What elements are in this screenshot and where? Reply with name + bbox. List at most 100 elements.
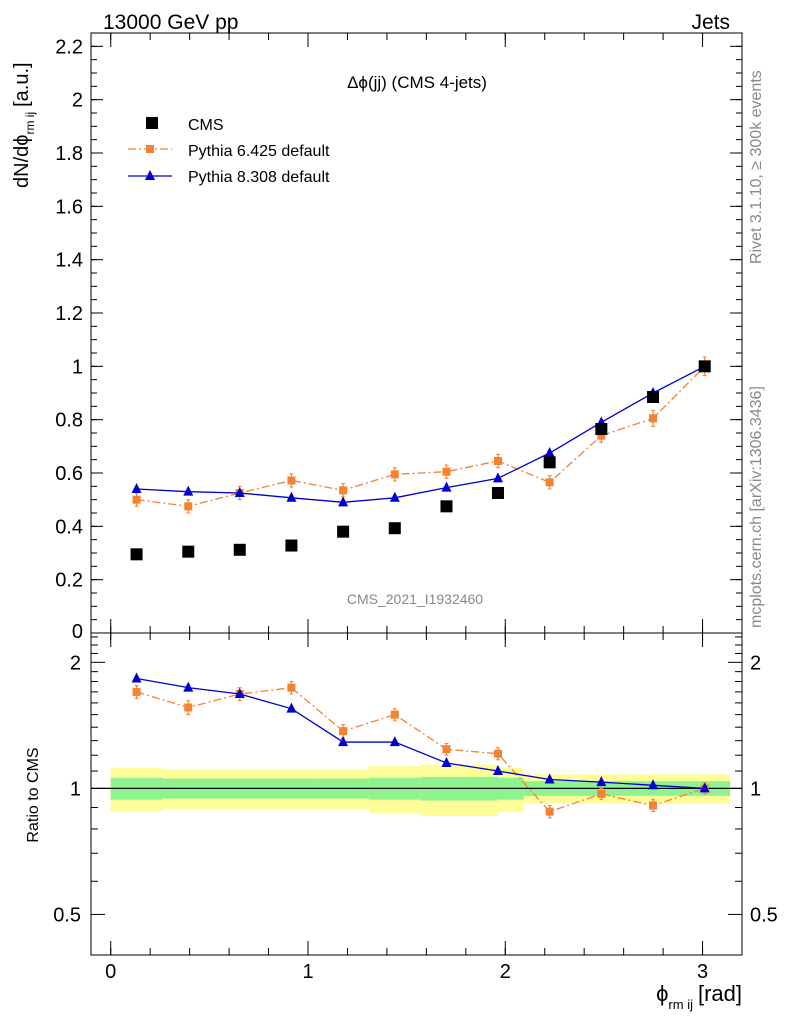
main-pythia6-point	[287, 476, 296, 485]
main-y-tick-label: 2.2	[55, 36, 83, 58]
main-cms-point	[491, 487, 504, 499]
ratio-pythia8-point	[338, 736, 349, 747]
ratio-pythia6-point	[287, 683, 296, 692]
main-y-tick-label: 1.8	[55, 143, 83, 165]
ratio-pythia8-point	[183, 681, 194, 692]
ratio-x-tick-label: 3	[697, 961, 708, 983]
main-pythia6-point	[184, 502, 193, 511]
main-pythia8-point	[338, 496, 349, 507]
main-y-tick-label: 1.4	[55, 250, 83, 272]
ratio-pythia6-point	[649, 801, 658, 810]
ratio-x-tick-label: 2	[500, 961, 511, 983]
ratio-pythia8-point	[648, 779, 659, 790]
main-y-label-unit: [a.u.]	[11, 62, 33, 106]
main-pythia8-point	[234, 487, 245, 497]
x-label-text: ϕ	[656, 981, 668, 1006]
main-cms-point	[698, 360, 711, 373]
main-pythia6-point	[545, 478, 554, 487]
main-pythia8-line	[136, 365, 706, 503]
ratio-plot-panel: 0 1 2 3 0.5 0.5 1 1 2 2 Ratio to CMS ϕrm ij [rad]	[25, 632, 778, 1012]
legend-label-pythia6: Pythia 6.425 default	[188, 143, 330, 160]
main-cms-point	[182, 545, 195, 558]
main-y-tick-label: 0	[72, 621, 83, 643]
main-y-tick-label: 1	[72, 356, 83, 378]
main-pythia6-point	[493, 457, 502, 465]
ratio-pythia6-point	[184, 703, 193, 712]
ratio-pythia8-point	[699, 782, 710, 793]
ratio-pythia6-point	[390, 710, 399, 719]
ratio-y-tick-label-right: 1	[750, 778, 761, 800]
ratio-pythia6-point	[597, 789, 606, 798]
main-pythia6-point	[649, 414, 658, 423]
main-pythia6-point	[442, 467, 451, 476]
main-pythia8-point	[389, 491, 400, 502]
main-pythia8-point	[492, 472, 503, 483]
ratio-y-tick-label-left: 0.5	[53, 904, 81, 926]
mcplots-label: mcplots.cern.ch [arXiv:1306.3436]	[748, 386, 765, 628]
chart-title: Δϕ(jj) (CMS 4-jets)	[347, 73, 487, 92]
ratio-pythia8-point	[131, 672, 142, 683]
main-pythia8-point	[131, 483, 142, 493]
main-pythia8-point	[183, 485, 194, 496]
ratio-pythia8-point	[389, 736, 400, 747]
main-y-tick-label: 1.2	[55, 303, 83, 325]
main-cms-point	[543, 456, 556, 469]
ratio-pythia8-point	[596, 776, 607, 787]
main-cms-point	[337, 525, 350, 538]
main-cms-point	[130, 548, 143, 561]
legend-label-pythia8: Pythia 8.308 default	[188, 169, 330, 186]
legend-marker-pythia6	[146, 145, 154, 153]
legend: CMS Pythia 6.425 default Pythia 8.308 de…	[128, 117, 330, 186]
ratio-pythia6-point	[442, 745, 451, 754]
main-y-tick-label: 0.6	[55, 463, 83, 485]
main-pythia6-point	[132, 495, 141, 504]
main-y-axis-label: dN/dϕrm ij [a.u.]	[11, 62, 37, 188]
header-right: Jets	[691, 11, 730, 34]
main-plot-panel: Δϕ(jj) (CMS 4-jets) CMS_2021_I1932460 0 0…	[11, 32, 743, 643]
ratio-y-tick-label-left: 2	[70, 652, 81, 674]
main-y-tick-label: 2	[72, 90, 83, 112]
main-y-tick-label: 1.6	[55, 196, 83, 218]
legend-marker-pythia8	[145, 170, 155, 180]
main-pythia8-point	[441, 481, 452, 492]
ratio-x-tick-label: 0	[105, 961, 116, 983]
main-pythia6-line	[136, 365, 706, 507]
x-axis-label: ϕrm ij [rad]	[656, 981, 742, 1012]
x-label-sub: rm ij	[668, 997, 693, 1012]
legend-marker-cms	[146, 117, 158, 129]
x-label-unit: [rad]	[698, 981, 742, 1006]
main-cms-point	[233, 543, 246, 556]
ratio-x-tick-label: 1	[302, 961, 313, 983]
ratio-y-axis-label: Ratio to CMS	[25, 747, 42, 842]
main-cms-point	[595, 423, 608, 435]
main-pythia8-point	[286, 491, 297, 502]
ratio-pythia8-line	[136, 677, 705, 790]
main-y-label-sub: rm ij	[23, 112, 37, 135]
ratio-pythia8-point	[441, 756, 452, 767]
ratio-pythia8-point	[234, 688, 245, 699]
ratio-pythia8-point	[492, 765, 503, 776]
main-y-tick-label: 0.4	[55, 516, 83, 538]
main-y-tick-label: 0.8	[55, 410, 83, 432]
legend-label-cms: CMS	[188, 117, 224, 134]
ratio-y-tick-label-left: 1	[70, 778, 81, 800]
ratio-plot-frame	[90, 632, 743, 956]
main-cms-point	[647, 391, 660, 403]
ratio-pythia6-point	[132, 687, 141, 696]
analysis-watermark: CMS_2021_I1932460	[347, 591, 483, 607]
ratio-pythia8-point	[544, 773, 555, 784]
ratio-pythia8-point	[286, 702, 297, 713]
header-left: 13000 GeV pp	[103, 11, 238, 34]
main-y-label-text: dN/dϕ	[11, 135, 33, 188]
rivet-label: Rivet 3.1.10, ≥ 300k events	[748, 70, 765, 264]
main-y-tick-label: 0.2	[55, 570, 83, 592]
ratio-pythia6-line	[136, 686, 705, 813]
ratio-pythia6-point	[545, 807, 554, 816]
main-pythia8-point	[544, 447, 555, 457]
ratio-y-tick-label-right: 0.5	[750, 904, 778, 926]
main-cms-point	[388, 522, 401, 535]
main-cms-point	[285, 539, 298, 552]
ratio-pythia6-point	[493, 749, 502, 758]
main-pythia6-point	[390, 470, 399, 479]
